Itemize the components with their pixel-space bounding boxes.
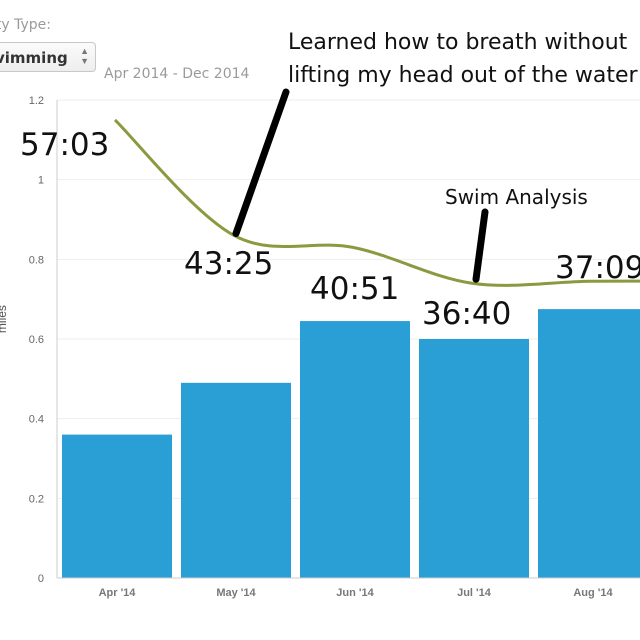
- annotation-line-2: lifting my head out of the water: [288, 63, 638, 88]
- pace-label: 57:03: [20, 127, 109, 163]
- bar: [419, 339, 529, 578]
- bar: [181, 382, 291, 578]
- chart-title: Swim Analysis: [445, 185, 588, 209]
- annotation-line-1: Learned how to breath without: [288, 30, 628, 55]
- bar: [538, 309, 640, 578]
- annotation-pointer: [232, 88, 290, 237]
- select-arrows-icon: ▲ ▼: [80, 46, 89, 66]
- x-tick-label: May '14: [216, 587, 256, 599]
- activity-type-select[interactable]: vimming ▲ ▼: [0, 42, 96, 72]
- y-tick-label: 0.6: [29, 334, 44, 346]
- bar: [62, 434, 172, 578]
- bar: [300, 321, 410, 578]
- y-tick-label: 1.2: [29, 95, 44, 107]
- y-tick-label: 0.4: [29, 414, 44, 426]
- annotation-pointer: [472, 208, 489, 283]
- y-tick-label: 0: [38, 573, 44, 585]
- annotation-breathing-note: Learned how to breath without lifting my…: [288, 26, 638, 92]
- date-range-label: Apr 2014 - Dec 2014: [104, 66, 250, 82]
- activity-type-label: ity Type:: [0, 17, 51, 33]
- pace-label: 43:25: [184, 246, 273, 282]
- x-tick-label: Apr '14: [99, 587, 137, 599]
- y-tick-label: 1: [38, 175, 44, 187]
- pace-label: 40:51: [310, 271, 399, 307]
- x-tick-label: Jul '14: [457, 587, 492, 599]
- y-axis-label: miles: [0, 305, 9, 333]
- x-tick-label: Aug '14: [573, 587, 613, 599]
- x-tick-label: Jun '14: [336, 587, 374, 599]
- y-tick-label: 0.2: [29, 493, 44, 505]
- y-tick-label: 0.8: [29, 254, 44, 266]
- pace-label: 36:40: [422, 296, 511, 332]
- activity-type-value: vimming: [0, 49, 68, 67]
- pace-label: 37:09: [555, 250, 640, 286]
- pace-trend-line: [113, 118, 640, 287]
